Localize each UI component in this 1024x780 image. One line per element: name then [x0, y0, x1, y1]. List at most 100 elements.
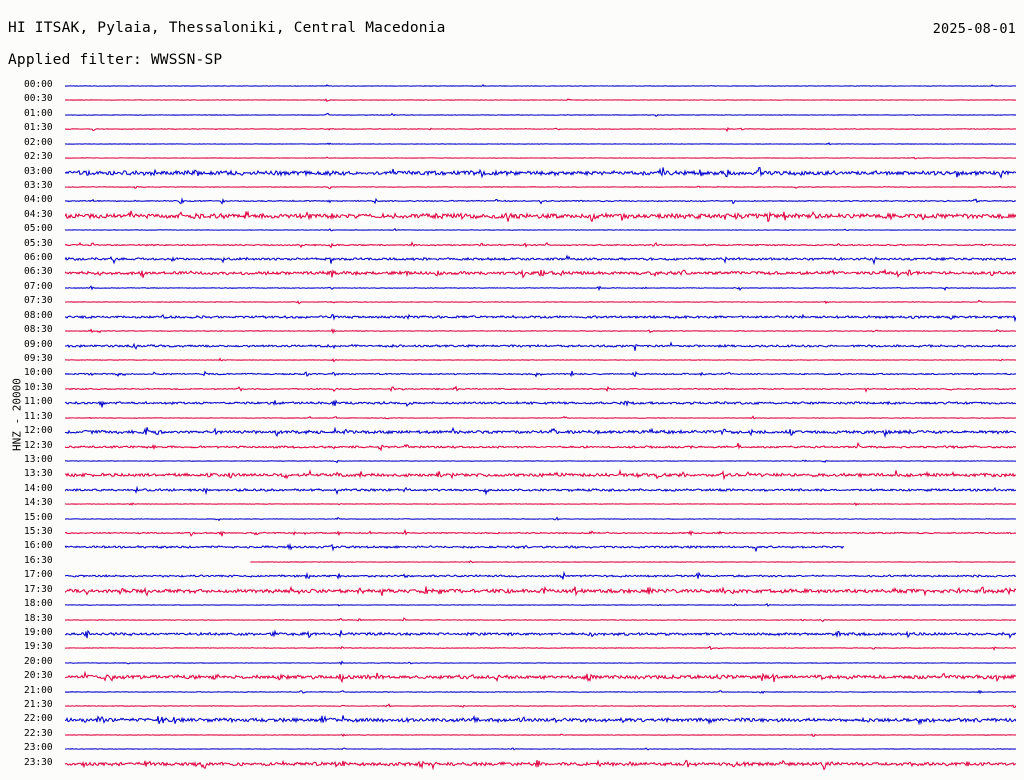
trace-waveform [65, 585, 1016, 597]
trace-time-label: 17:30 [24, 583, 53, 595]
trace-waveform [65, 455, 1016, 467]
trace-waveform [65, 109, 1016, 121]
trace-row: 11:30 [0, 411, 1024, 426]
trace-waveform [65, 700, 1016, 712]
trace-time-label: 10:30 [24, 381, 53, 393]
trace-row: 14:00 [0, 483, 1024, 498]
trace-row: 06:00 [0, 253, 1024, 267]
trace-time-label: 02:00 [24, 136, 53, 148]
trace-row: 23:00 [0, 743, 1024, 757]
trace-time-label: 06:00 [24, 252, 53, 264]
trace-row: 08:30 [0, 325, 1024, 339]
trace-time-label: 12:30 [24, 439, 53, 451]
trace-row: 05:00 [0, 224, 1024, 238]
trace-waveform [65, 484, 1016, 496]
trace-waveform [65, 167, 1016, 179]
trace-time-label: 04:30 [24, 208, 53, 220]
trace-waveform [65, 498, 1016, 510]
trace-row: 12:30 [0, 439, 1024, 455]
trace-row: 15:00 [0, 511, 1024, 527]
trace-row: 04:00 [0, 195, 1024, 209]
trace-row: 16:30 [0, 555, 1024, 570]
trace-waveform [65, 325, 1016, 337]
trace-row: 02:30 [0, 152, 1024, 166]
trace-row: 21:30 [0, 700, 1024, 714]
trace-time-label: 17:00 [24, 569, 53, 581]
trace-row: 07:00 [0, 281, 1024, 296]
trace-time-label: 02:30 [24, 151, 53, 163]
trace-time-label: 15:00 [24, 511, 53, 523]
trace-row: 17:30 [0, 583, 1024, 599]
trace-row: 13:00 [0, 453, 1024, 469]
trace-waveform [65, 239, 1016, 251]
helicorder-plot: 00:00 00:30 01:00 01:30 02:00 02:30 03:00 03:30… [0, 78, 1024, 774]
trace-time-label: 19:30 [24, 641, 53, 653]
trace-waveform [65, 354, 1016, 366]
trace-waveform [65, 195, 1016, 207]
trace-time-label: 11:00 [24, 396, 53, 408]
trace-waveform [65, 80, 1016, 92]
trace-waveform [65, 570, 1016, 582]
trace-time-label: 12:00 [24, 425, 53, 437]
trace-time-label: 08:30 [24, 324, 53, 336]
trace-row: 22:30 [0, 727, 1024, 743]
trace-waveform [65, 152, 1016, 164]
trace-row: 09:30 [0, 353, 1024, 368]
trace-time-label: 16:00 [24, 540, 53, 552]
trace-waveform [65, 181, 1016, 193]
trace-time-label: 04:00 [24, 194, 53, 206]
trace-waveform [65, 556, 1016, 568]
trace-time-label: 13:00 [24, 453, 53, 465]
trace-time-label: 22:30 [24, 727, 53, 739]
trace-time-label: 01:30 [24, 122, 53, 134]
trace-waveform [65, 426, 1016, 438]
trace-row: 09:00 [0, 339, 1024, 354]
trace-row: 07:30 [0, 296, 1024, 310]
trace-time-label: 05:30 [24, 237, 53, 249]
trace-time-label: 14:30 [24, 497, 53, 509]
trace-waveform [65, 614, 1016, 626]
trace-row: 20:30 [0, 671, 1024, 685]
trace-row: 03:30 [0, 180, 1024, 195]
trace-waveform [65, 210, 1016, 222]
trace-row: 02:00 [0, 136, 1024, 152]
trace-time-label: 19:00 [24, 626, 53, 638]
trace-waveform [65, 340, 1016, 352]
trace-waveform [65, 671, 1016, 683]
trace-waveform [65, 94, 1016, 106]
trace-row: 08:00 [0, 309, 1024, 325]
trace-row: 15:30 [0, 527, 1024, 541]
trace-time-label: 00:00 [24, 79, 53, 90]
trace-time-label: 18:30 [24, 612, 53, 624]
trace-row: 13:30 [0, 469, 1024, 483]
trace-waveform [65, 397, 1016, 409]
trace-row: 04:30 [0, 208, 1024, 224]
trace-waveform [65, 311, 1016, 323]
trace-time-label: 18:00 [24, 598, 53, 610]
trace-waveform [65, 729, 1016, 741]
trace-waveform [65, 267, 1016, 279]
trace-time-label: 15:30 [24, 526, 53, 538]
trace-waveform [65, 714, 1016, 726]
trace-waveform [65, 441, 1016, 453]
trace-waveform [65, 743, 1016, 755]
trace-row: 19:30 [0, 642, 1024, 656]
page-title: HI ITSAK, Pylaia, Thessaloniki, Central … [8, 20, 446, 36]
trace-waveform [65, 599, 1016, 611]
trace-time-label: 07:30 [24, 295, 53, 307]
trace-waveform [65, 383, 1016, 395]
trace-waveform [65, 628, 1016, 640]
trace-time-label: 08:00 [24, 309, 53, 321]
trace-row: 20:00 [0, 656, 1024, 671]
trace-waveform [65, 224, 1016, 236]
trace-row: 18:30 [0, 612, 1024, 628]
trace-row: 21:00 [0, 685, 1024, 700]
trace-time-label: 21:30 [24, 699, 53, 711]
trace-time-label: 06:30 [24, 266, 53, 278]
trace-waveform [65, 368, 1016, 380]
trace-waveform [65, 642, 1016, 654]
trace-time-label: 03:00 [24, 165, 53, 177]
trace-row: 14:30 [0, 498, 1024, 512]
trace-row: 05:30 [0, 237, 1024, 253]
trace-waveform [65, 541, 1016, 553]
